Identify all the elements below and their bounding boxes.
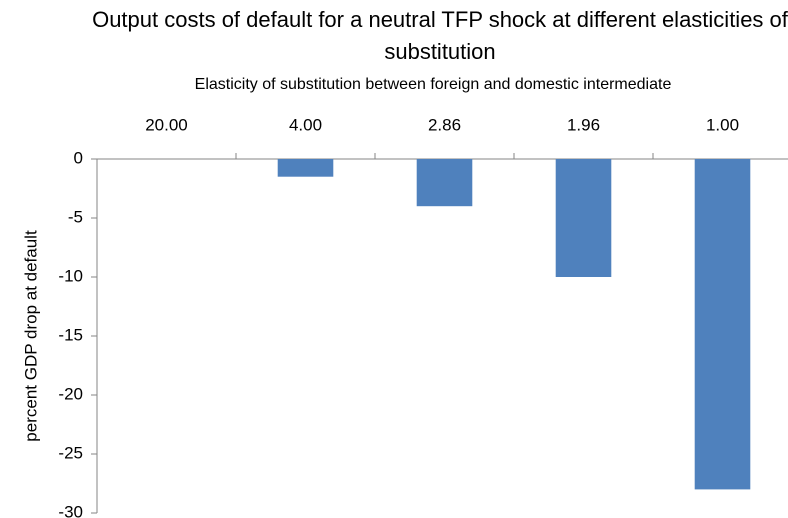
y-tick-label: -5 bbox=[68, 207, 83, 226]
y-tick-label: -25 bbox=[58, 443, 83, 462]
bar bbox=[277, 159, 334, 177]
y-tick-label: -15 bbox=[58, 325, 83, 344]
y-tick-label: -20 bbox=[58, 384, 83, 403]
x-tick-label: 1.00 bbox=[706, 115, 739, 134]
bar bbox=[694, 159, 751, 490]
chart-title: Output costs of default for a neutral TF… bbox=[92, 7, 788, 64]
y-tick-label: -30 bbox=[58, 502, 83, 518]
x-tick-label: 20.00 bbox=[145, 115, 188, 134]
x-tick-label: 1.96 bbox=[567, 115, 600, 134]
y-axis-label: percent GDP drop at default bbox=[21, 230, 40, 442]
x-axis-label: Elasticity of substitution between forei… bbox=[195, 76, 672, 93]
y-tick-label: -10 bbox=[58, 266, 83, 285]
x-tick-label: 2.86 bbox=[428, 115, 461, 134]
x-tick-label: 4.00 bbox=[289, 115, 322, 134]
bar bbox=[555, 159, 612, 277]
bar bbox=[416, 159, 473, 207]
y-tick-label: 0 bbox=[74, 148, 83, 167]
